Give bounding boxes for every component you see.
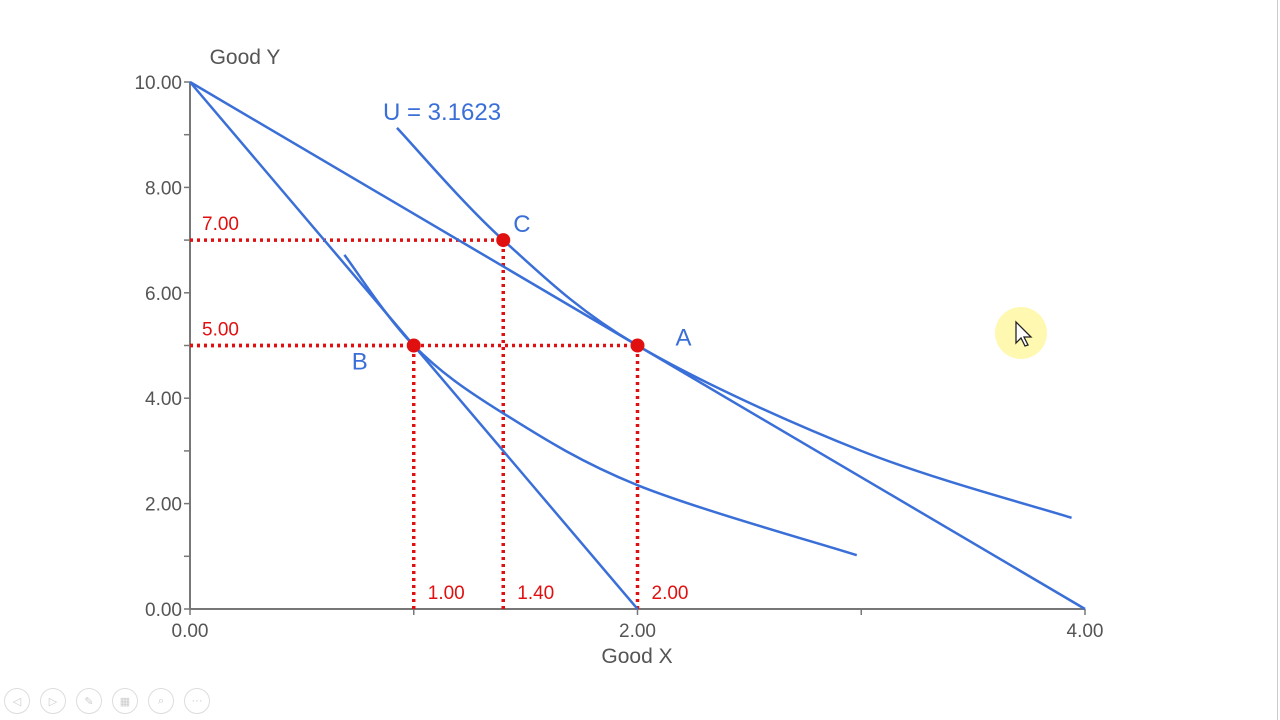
y-axis-label: Good Y [210, 46, 281, 69]
y-tick-label: 4.00 [145, 389, 182, 410]
point-A [630, 338, 645, 353]
more-icon[interactable]: ··· [184, 688, 210, 714]
next-icon[interactable]: ▷ [40, 688, 66, 714]
x-tick-label: 2.00 [619, 621, 656, 642]
point-B [406, 338, 421, 353]
point-label: B [352, 349, 368, 376]
x-tick-label: 4.00 [1067, 621, 1104, 642]
zoom-icon[interactable]: ⌕ [148, 688, 174, 714]
indifference-curve [343, 254, 858, 557]
pen-icon[interactable]: ✎ [76, 688, 102, 714]
point-label: C [513, 211, 530, 238]
y-tick-label: 2.00 [145, 495, 182, 516]
guide-x-label: 1.00 [428, 583, 465, 604]
right-border [1277, 0, 1278, 720]
previous-icon[interactable]: ◁ [4, 688, 30, 714]
cursor-icon [1015, 320, 1033, 347]
slide-toolbar: ◁ ▷ ✎ ▦ ⌕ ··· [4, 688, 210, 714]
indifference-curve [396, 126, 1072, 520]
x-tick-label: 0.00 [172, 621, 209, 642]
guide-x-label: 2.00 [652, 583, 689, 604]
y-tick-label: 10.00 [134, 73, 182, 94]
point-label: A [676, 325, 692, 352]
guide-y-label: 5.00 [202, 320, 239, 341]
y-tick-label: 0.00 [145, 600, 182, 621]
y-tick-label: 6.00 [145, 284, 182, 305]
y-tick-label: 8.00 [145, 178, 182, 199]
x-axis-label: Good X [601, 645, 672, 668]
indifference-curve-label: U = 3.1623 [383, 99, 501, 126]
guide-y-label: 7.00 [202, 214, 239, 235]
point-C [496, 233, 511, 248]
slides-icon[interactable]: ▦ [112, 688, 138, 714]
guide-x-label: 1.40 [517, 583, 554, 604]
